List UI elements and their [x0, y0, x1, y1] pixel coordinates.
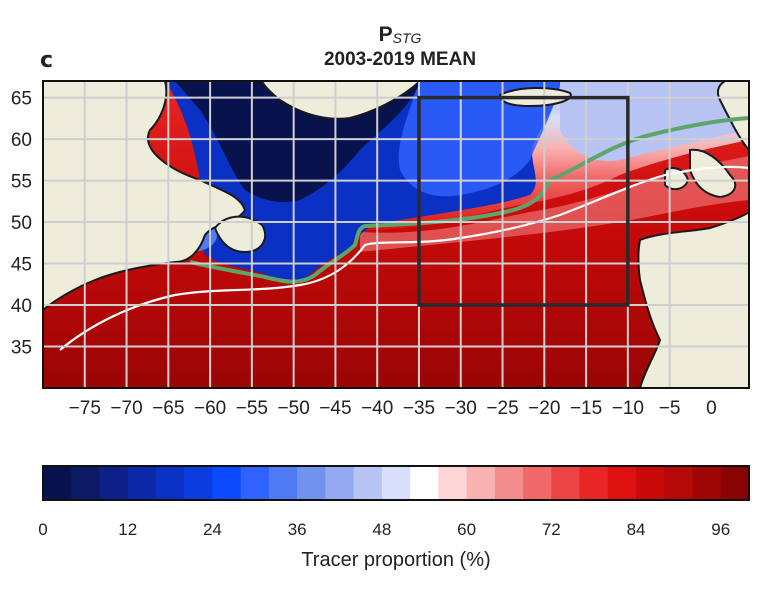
x-tick-label: −35	[403, 398, 435, 419]
colorbar-swatch	[410, 466, 439, 500]
colorbar-swatch	[127, 466, 157, 500]
colorbar-tick-label: 24	[203, 520, 222, 539]
panel-letter: c	[40, 48, 54, 73]
colorbar-swatch	[636, 466, 665, 500]
colorbar-swatch	[692, 466, 722, 500]
colorbar-swatch	[155, 466, 185, 500]
colorbar-swatch	[579, 466, 609, 500]
colorbar-swatch	[71, 466, 101, 500]
x-tick-label: −65	[152, 398, 184, 419]
colorbar-tick-label: 36	[288, 520, 307, 539]
colorbar-tick-label: 60	[457, 520, 476, 539]
title-main: P	[378, 23, 393, 46]
colorbar-swatch	[607, 466, 637, 500]
x-tick-label: −75	[69, 398, 101, 419]
colorbar-tick-label: 12	[118, 520, 137, 539]
colorbar-swatch	[381, 466, 411, 500]
x-tick-label: −45	[319, 398, 351, 419]
land-great-britain	[689, 148, 737, 199]
colorbar-tick-label: 72	[542, 520, 561, 539]
colorbar-tick-label: 84	[627, 520, 646, 539]
chart-title: PSTG 2003-2019 MEAN	[300, 24, 500, 71]
colorbar	[43, 466, 750, 500]
colorbar-swatch	[240, 466, 270, 500]
y-tick-label: 60	[11, 130, 32, 151]
x-tick-label: −10	[612, 398, 644, 419]
x-tick-label: −40	[361, 398, 393, 419]
x-tick-label: 0	[706, 398, 717, 419]
colorbar-swatch	[720, 466, 750, 500]
y-tick-label: 35	[11, 338, 32, 359]
colorbar-swatch	[523, 466, 552, 500]
x-tick-label: −25	[486, 398, 518, 419]
ocean-nordic	[560, 81, 749, 161]
x-tick-label: −60	[194, 398, 226, 419]
colorbar-tick-label: 48	[372, 520, 391, 539]
y-tick-label: 40	[11, 296, 32, 317]
x-tick-label: −70	[110, 398, 142, 419]
colorbar-label: Tracer proportion (%)	[301, 549, 490, 571]
y-axis-ticks: 35 40 45 50 55 60 65	[11, 89, 32, 359]
colorbar-swatch	[297, 466, 326, 500]
y-tick-label: 65	[11, 89, 32, 110]
y-tick-label: 50	[11, 213, 32, 234]
y-tick-label: 45	[11, 255, 32, 276]
colorbar-swatch	[325, 466, 355, 500]
x-tick-label: −5	[659, 398, 681, 419]
colorbar-swatch	[99, 466, 129, 500]
colorbar-swatch	[664, 466, 694, 500]
land-iberia-africa	[637, 210, 749, 388]
title-subscript: STG	[392, 30, 422, 46]
x-tick-label: −50	[278, 398, 310, 419]
x-tick-label: −15	[570, 398, 602, 419]
x-tick-label: −20	[528, 398, 560, 419]
map-area	[43, 81, 749, 388]
colorbar-swatch	[184, 466, 214, 500]
title-subtitle: 2003-2019 MEAN	[323, 49, 477, 70]
colorbar-ticks: 0 12 24 36 48 60 72 84 96	[38, 520, 730, 539]
colorbar-swatch	[551, 466, 581, 500]
colorbar-swatch	[212, 466, 242, 500]
x-axis-ticks: −75 −70 −65 −60 −55 −50 −45 −40 −35 −30 −25 −20 −15−…	[69, 398, 717, 419]
colorbar-swatch	[466, 466, 496, 500]
y-tick-label: 55	[11, 172, 32, 193]
colorbar-swatch	[43, 466, 72, 500]
map-frame	[42, 80, 750, 389]
colorbar-swatch	[438, 466, 468, 500]
colorbar-tick-label: 0	[38, 520, 47, 539]
colorbar-frame	[42, 465, 750, 501]
x-tick-label: −30	[445, 398, 477, 419]
colorbar-swatch	[494, 466, 524, 500]
region-box	[417, 95, 630, 307]
colorbar-tick-label: 96	[711, 520, 730, 539]
colorbar-swatch	[353, 466, 383, 500]
map-grid	[43, 81, 749, 388]
colorbar-swatch	[268, 466, 298, 500]
x-tick-label: −55	[236, 398, 268, 419]
